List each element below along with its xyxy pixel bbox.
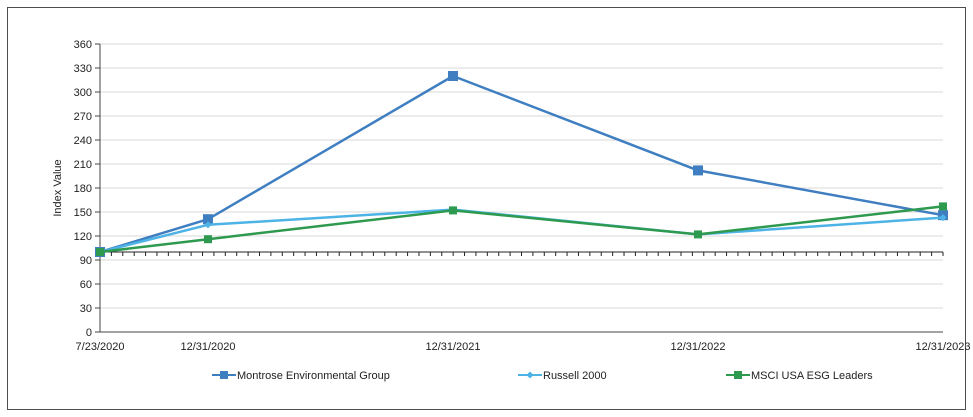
- data-point: [448, 71, 458, 81]
- data-point: [939, 202, 947, 211]
- data-point: [203, 214, 213, 225]
- legend-item: Russell 2000: [518, 370, 607, 382]
- x-tick-label: 12/31/2021: [425, 341, 480, 353]
- series-line: [99, 205, 944, 254]
- x-tick-label: 12/31/2020: [180, 341, 235, 353]
- y-tick-label: 240: [74, 135, 92, 147]
- axes: [95, 43, 944, 333]
- x-tick-label: 12/31/2022: [670, 341, 725, 353]
- legend-item: Montrose Environmental Group: [212, 370, 390, 382]
- y-tick-label: 210: [74, 159, 92, 171]
- data-point: [204, 235, 212, 244]
- data-point: [449, 206, 457, 215]
- y-tick-label: 360: [74, 39, 92, 51]
- chart-frame: [7, 7, 966, 410]
- data-point: [204, 221, 212, 229]
- legend-label: MSCI USA ESG Leaders: [751, 370, 873, 382]
- legend-marker: [734, 371, 742, 379]
- y-tick-label: 30: [80, 303, 92, 315]
- legend-marker: [220, 371, 228, 379]
- y-tick-label: 300: [74, 87, 92, 99]
- grid-lines: [100, 43, 943, 333]
- legend-label: Montrose Environmental Group: [237, 370, 390, 382]
- y-tick-label: 330: [74, 63, 92, 75]
- data-point: [694, 230, 702, 239]
- legend-label: Russell 2000: [543, 370, 607, 382]
- y-axis-title: Index Value: [52, 159, 64, 216]
- data-point: [939, 214, 947, 222]
- y-tick-label: 270: [74, 111, 92, 123]
- y-tick-label: 150: [74, 207, 92, 219]
- y-tick-label: 90: [80, 255, 92, 267]
- legend-marker: [526, 371, 534, 379]
- y-tick-label: 0: [86, 327, 92, 339]
- x-tick-label: 12/31/2023: [915, 341, 970, 353]
- data-point: [96, 248, 104, 256]
- y-tick-labels: 0 30 60 90 120 150 180 210 240 270 300 330 360: [74, 39, 92, 339]
- y-tick-label: 60: [80, 279, 92, 291]
- series-2: [96, 202, 947, 256]
- series-1: [96, 206, 947, 256]
- legend: Montrose Environmental Group Russell 2000…: [212, 370, 873, 382]
- x-tick-label: 7/23/2020: [76, 341, 125, 353]
- x-tick-labels: 7/23/2020 12/31/2020 12/31/2021 12/31/2022 1…: [76, 341, 971, 353]
- data-point: [693, 165, 703, 176]
- legend-item: MSCI USA ESG Leaders: [726, 370, 873, 382]
- series-layer: [95, 71, 948, 257]
- y-tick-label: 120: [74, 231, 92, 243]
- y-tick-label: 180: [74, 183, 92, 195]
